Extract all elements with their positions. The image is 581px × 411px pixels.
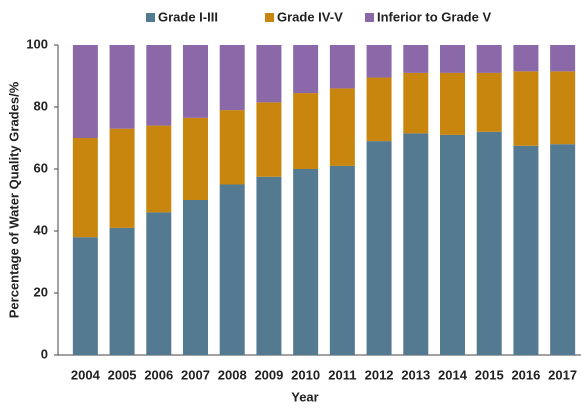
bar-segment <box>72 237 98 355</box>
bar-segment <box>219 184 245 355</box>
y-tick-label: 20 <box>34 284 48 299</box>
y-axis-label: Percentage of Water Quality Grades/% <box>6 81 21 318</box>
x-tick-label: 2015 <box>475 367 504 382</box>
bar-segment <box>476 131 502 355</box>
bar-segment <box>293 93 319 169</box>
bar-segment <box>72 45 98 138</box>
x-tick-label: 2014 <box>438 367 468 382</box>
bar-segment <box>550 45 576 72</box>
bar-segment <box>183 200 208 355</box>
bar-segment <box>550 71 576 145</box>
bar-segment <box>146 212 172 355</box>
x-tick-label: 2016 <box>511 367 540 382</box>
bar-segment <box>109 45 135 129</box>
bar-segment <box>366 45 392 78</box>
bar-segment <box>403 72 429 134</box>
y-tick-label: 60 <box>34 160 48 175</box>
bar-segment <box>183 117 208 200</box>
bar-segment <box>146 45 172 126</box>
bar-segment <box>366 141 392 355</box>
y-tick-label: 0 <box>41 346 48 361</box>
bar-segment <box>183 45 208 118</box>
bar-segment <box>256 176 282 355</box>
x-tick-label: 2005 <box>108 367 137 382</box>
bar-segment <box>513 71 539 146</box>
legend-label: Inferior to Grade V <box>377 9 491 24</box>
bar-segment <box>72 138 98 238</box>
bar-segment <box>476 72 502 132</box>
x-tick-label: 2008 <box>218 367 247 382</box>
bar-segment <box>293 169 319 355</box>
bar-segment <box>293 45 319 94</box>
bar-segment <box>476 45 502 73</box>
bar-segment <box>219 110 245 185</box>
bar-segment <box>513 145 539 355</box>
bar-segment <box>146 125 172 213</box>
x-tick-label: 2012 <box>365 367 394 382</box>
legend-swatch <box>265 13 274 22</box>
bar-segment <box>513 45 539 72</box>
x-tick-label: 2017 <box>548 367 577 382</box>
bar-segment <box>109 227 135 355</box>
bar-segment <box>403 133 429 355</box>
bar-segment <box>329 165 355 355</box>
legend-label: Grade IV-V <box>277 9 343 24</box>
y-tick-label: 40 <box>34 222 48 237</box>
bar-segment <box>256 102 282 177</box>
x-tick-label: 2010 <box>291 367 320 382</box>
legend-swatch <box>365 13 374 22</box>
bar-segment <box>403 45 429 73</box>
legend-swatch <box>146 13 155 22</box>
y-tick-label: 100 <box>26 36 48 51</box>
y-tick-label: 80 <box>34 98 48 113</box>
x-tick-label: 2013 <box>401 367 430 382</box>
x-tick-label: 2007 <box>181 367 210 382</box>
bar-segment <box>440 134 465 355</box>
x-tick-label: 2004 <box>71 367 101 382</box>
x-tick-label: 2006 <box>144 367 173 382</box>
bar-segment <box>366 77 392 142</box>
bar-segment <box>329 45 355 89</box>
bar-segment <box>440 72 465 135</box>
x-axis-label: Year <box>291 389 318 404</box>
x-tick-label: 2011 <box>328 367 356 382</box>
bar-segment <box>109 128 135 228</box>
bar-segment <box>550 144 576 355</box>
legend-label: Grade I-III <box>158 9 218 24</box>
bar-segment <box>440 45 465 73</box>
bar-segment <box>256 45 282 103</box>
x-tick-label: 2009 <box>254 367 283 382</box>
bar-segment <box>219 45 245 111</box>
bar-segment <box>329 88 355 166</box>
